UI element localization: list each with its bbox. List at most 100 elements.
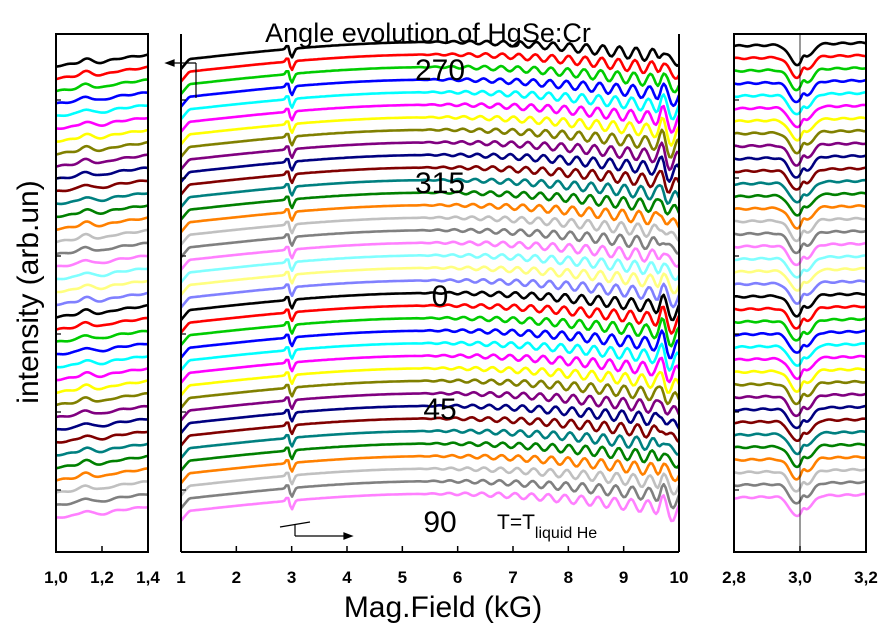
main-x-tick-label: 5 xyxy=(398,568,407,587)
main-trace-17 xyxy=(181,252,679,284)
main-trace-2 xyxy=(181,64,679,95)
left-zoom-trace-5 xyxy=(56,116,148,130)
left-zoom-trace-9 xyxy=(56,166,148,180)
main-trace-12 xyxy=(181,190,679,221)
left-zoom-trace-36 xyxy=(56,505,148,519)
left-zoom-trace-31 xyxy=(56,442,148,457)
right-zoom-x-tick-label: 3,0 xyxy=(788,568,812,587)
left-zoom-panel: 1,0 1,2 1,4 xyxy=(44,33,160,587)
left-zoom-x-tick-label: 1,2 xyxy=(90,568,114,587)
main-trace-7 xyxy=(181,127,679,159)
main-trace-8 xyxy=(181,139,679,172)
main-trace-0 xyxy=(181,39,679,70)
main-x-tick-label: 8 xyxy=(564,568,573,587)
left-zoom-trace-27 xyxy=(56,392,148,407)
angle-label: 270 xyxy=(415,54,465,87)
main-trace-1 xyxy=(181,52,679,83)
left-zoom-trace-17 xyxy=(56,267,148,281)
main-trace-16 xyxy=(181,240,679,271)
svg-text:T=Tliquid He: T=Tliquid He xyxy=(497,511,597,542)
left-zoom-trace-23 xyxy=(56,342,148,356)
main-x-tick-label: 1 xyxy=(176,568,185,587)
main-trace-10 xyxy=(181,165,679,196)
left-zoom-trace-7 xyxy=(56,140,148,156)
left-zoom-x-tick-label: 1,0 xyxy=(44,568,68,587)
main-trace-19 xyxy=(181,278,679,309)
main-x-tick-label: 4 xyxy=(342,568,352,587)
left-zoom-trace-19 xyxy=(56,291,148,307)
left-zoom-trace-24 xyxy=(56,355,148,369)
left-zoom-trace-34 xyxy=(56,480,148,494)
main-trace-24 xyxy=(181,340,679,372)
main-trace-35 xyxy=(181,478,679,510)
main-x-tick-label: 7 xyxy=(508,568,517,587)
main-trace-20 xyxy=(181,290,679,322)
left-zoom-trace-11 xyxy=(56,192,148,206)
main-trace-28 xyxy=(181,390,679,422)
left-zoom-trace-16 xyxy=(56,254,148,268)
left-zoom-trace-32 xyxy=(56,454,148,470)
left-zoom-trace-1 xyxy=(56,65,148,81)
left-zoom-x-tick-label: 1,4 xyxy=(136,568,160,587)
y-axis-label: intensity (arb.un) xyxy=(12,180,45,403)
left-zoom-trace-21 xyxy=(56,316,148,331)
left-zoom-trace-22 xyxy=(56,329,148,343)
main-trace-15 xyxy=(181,227,679,259)
left-zoom-trace-3 xyxy=(56,91,148,105)
main-trace-29 xyxy=(181,403,679,434)
main-trace-14 xyxy=(181,215,679,246)
main-trace-4 xyxy=(181,89,679,121)
right-zoom-panel: 2,8 3,0 3,2 xyxy=(722,33,878,587)
left-zoom-trace-26 xyxy=(56,379,148,395)
left-zoom-trace-8 xyxy=(56,153,148,168)
x-axis-label: Mag.Field (kG) xyxy=(344,591,542,624)
angle-label: 315 xyxy=(415,167,465,200)
temperature-label: T=Tliquid He xyxy=(497,511,597,542)
main-trace-3 xyxy=(181,77,679,108)
left-zoom-trace-14 xyxy=(56,228,148,244)
right-zoom-x-tick-label: 3,2 xyxy=(854,568,878,587)
main-x-tick-label: 10 xyxy=(670,568,689,587)
main-trace-13 xyxy=(181,202,679,234)
left-zoom-trace-25 xyxy=(56,367,148,382)
y-axis-arrow xyxy=(164,59,197,98)
main-trace-25 xyxy=(181,353,679,384)
main-trace-21 xyxy=(181,303,679,335)
main-trace-11 xyxy=(181,177,679,208)
main-trace-34 xyxy=(181,466,679,497)
main-x-tick-label: 2 xyxy=(232,568,241,587)
left-zoom-trace-13 xyxy=(56,216,148,231)
left-zoom-trace-29 xyxy=(56,417,148,431)
main-trace-31 xyxy=(181,428,679,459)
main-trace-30 xyxy=(181,416,679,447)
main-x-tick-label: 6 xyxy=(453,568,462,587)
main-trace-22 xyxy=(181,315,679,348)
main-trace-26 xyxy=(181,365,679,397)
main-trace-5 xyxy=(181,102,679,134)
x-axis-arrow xyxy=(279,521,354,540)
angle-label: 90 xyxy=(423,506,456,539)
left-zoom-trace-0 xyxy=(56,53,148,68)
main-trace-32 xyxy=(181,441,679,472)
left-zoom-trace-28 xyxy=(56,404,148,419)
main-trace-9 xyxy=(181,152,679,183)
left-zoom-trace-6 xyxy=(56,128,148,143)
main-trace-18 xyxy=(181,265,679,296)
main-trace-23 xyxy=(181,328,679,360)
left-zoom-trace-12 xyxy=(56,204,148,219)
right-zoom-x-tick-label: 2,8 xyxy=(722,568,746,587)
left-zoom-trace-18 xyxy=(56,279,148,294)
left-zoom-trace-15 xyxy=(56,241,148,256)
left-zoom-trace-30 xyxy=(56,430,148,444)
left-zoom-trace-20 xyxy=(56,303,148,319)
main-trace-6 xyxy=(181,114,679,147)
left-zoom-trace-4 xyxy=(56,104,148,118)
main-trace-27 xyxy=(181,378,679,409)
main-trace-36 xyxy=(181,491,679,523)
left-zoom-trace-10 xyxy=(56,179,148,193)
left-zoom-trace-33 xyxy=(56,467,148,482)
angle-label: 0 xyxy=(432,280,449,313)
angle-label: 45 xyxy=(423,393,456,426)
